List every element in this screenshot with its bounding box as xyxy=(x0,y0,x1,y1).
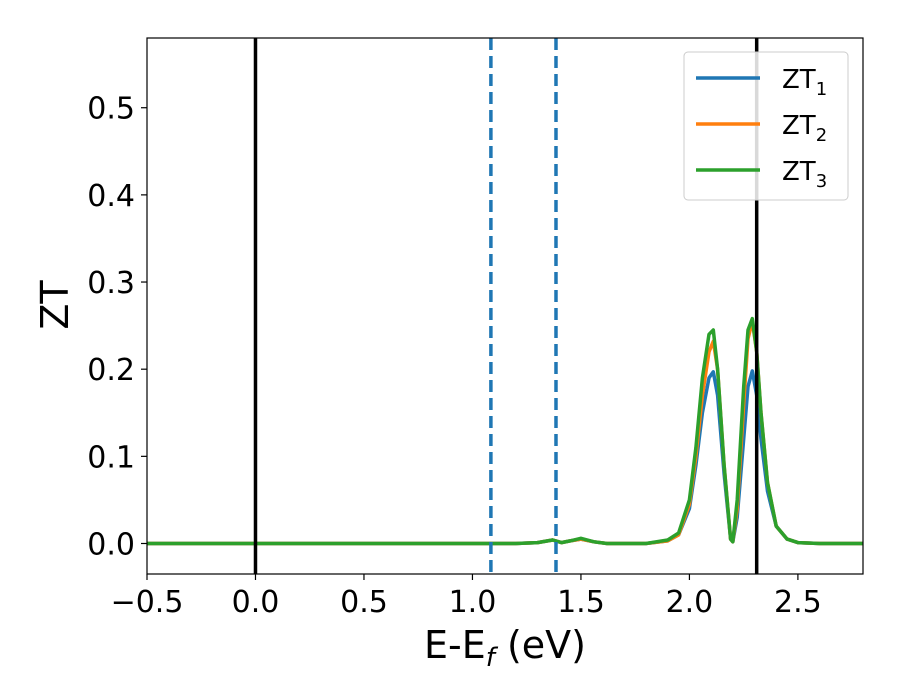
y-tick-label: 0.3 xyxy=(87,266,135,301)
y-tick-label: 0.4 xyxy=(87,179,135,214)
series-line-3 xyxy=(147,316,863,546)
x-tick-label: 0.0 xyxy=(232,585,280,620)
legend: ZT1 ZT2 ZT3 xyxy=(683,51,849,201)
y-tick-label: 0.0 xyxy=(87,527,135,562)
legend-label-2: ZT2 xyxy=(782,111,827,146)
y-axis-label: ZT xyxy=(33,280,77,330)
x-tick-label: 1.5 xyxy=(557,585,605,620)
y-axis: 0.0 0.1 0.2 0.3 0.4 0.5 xyxy=(87,92,147,562)
x-tick-label: 0.5 xyxy=(340,585,388,620)
x-axis: −0.5 0.0 0.5 1.0 1.5 2.0 2.5 xyxy=(111,574,822,620)
x-tick-label: 1.0 xyxy=(449,585,497,620)
plot-frame xyxy=(146,37,864,575)
x-tick-label: 2.5 xyxy=(774,585,822,620)
y-tick-label: 0.1 xyxy=(87,440,135,475)
legend-label-1: ZT1 xyxy=(782,65,827,100)
x-axis-label: E-Ef (eV) xyxy=(424,623,586,673)
y-tick-label: 0.5 xyxy=(87,92,135,127)
series-layer xyxy=(147,316,863,546)
y-tick-label: 0.2 xyxy=(87,353,135,388)
x-tick-label: 2.0 xyxy=(666,585,714,620)
legend-label-3: ZT3 xyxy=(782,157,827,192)
x-tick-label: −0.5 xyxy=(111,585,184,620)
legend-frame xyxy=(683,51,849,201)
vertical-markers xyxy=(253,38,759,574)
